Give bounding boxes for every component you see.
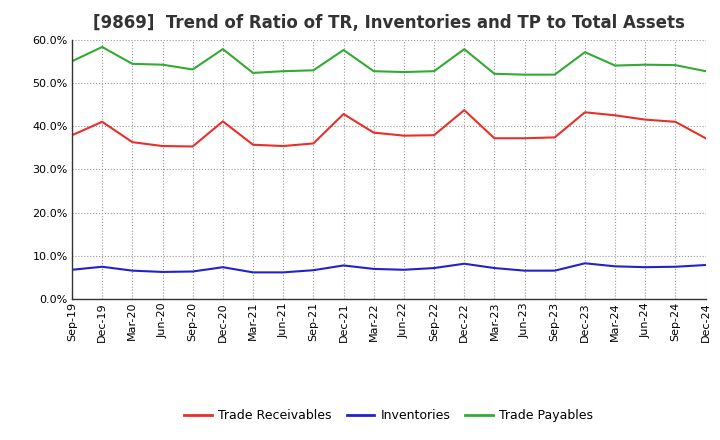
Inventories <box>641 264 649 270</box>
Trade Payables <box>490 71 499 77</box>
Trade Payables <box>219 47 228 52</box>
Trade Receivables <box>248 142 257 147</box>
Trade Payables <box>701 69 710 74</box>
Trade Payables <box>671 62 680 68</box>
Title: [9869]  Trend of Ratio of TR, Inventories and TP to Total Assets: [9869] Trend of Ratio of TR, Inventories… <box>93 15 685 33</box>
Trade Payables <box>339 48 348 53</box>
Inventories <box>128 268 137 273</box>
Trade Receivables <box>189 144 197 149</box>
Trade Payables <box>158 62 167 67</box>
Inventories <box>219 264 228 270</box>
Inventories <box>671 264 680 269</box>
Trade Receivables <box>68 132 76 138</box>
Inventories <box>309 268 318 273</box>
Trade Receivables <box>98 119 107 125</box>
Trade Payables <box>641 62 649 67</box>
Inventories <box>430 265 438 271</box>
Trade Payables <box>369 69 378 74</box>
Trade Payables <box>430 69 438 74</box>
Trade Receivables <box>580 110 589 115</box>
Inventories <box>580 260 589 266</box>
Trade Receivables <box>550 135 559 140</box>
Trade Receivables <box>671 119 680 125</box>
Trade Receivables <box>400 133 408 138</box>
Inventories <box>339 263 348 268</box>
Trade Receivables <box>611 113 619 118</box>
Trade Payables <box>460 47 469 52</box>
Trade Payables <box>580 50 589 55</box>
Trade Receivables <box>641 117 649 122</box>
Trade Payables <box>189 67 197 72</box>
Inventories <box>279 270 287 275</box>
Inventories <box>400 267 408 272</box>
Trade Payables <box>98 44 107 50</box>
Trade Receivables <box>158 143 167 149</box>
Trade Payables <box>550 72 559 77</box>
Trade Receivables <box>521 136 529 141</box>
Legend: Trade Receivables, Inventories, Trade Payables: Trade Receivables, Inventories, Trade Pa… <box>179 404 598 427</box>
Inventories <box>611 264 619 269</box>
Trade Payables <box>400 70 408 75</box>
Trade Payables <box>611 63 619 68</box>
Inventories <box>701 262 710 268</box>
Line: Trade Payables: Trade Payables <box>72 47 706 75</box>
Inventories <box>460 261 469 266</box>
Line: Inventories: Inventories <box>72 263 706 272</box>
Trade Payables <box>279 69 287 74</box>
Inventories <box>369 266 378 271</box>
Trade Payables <box>68 59 76 64</box>
Inventories <box>521 268 529 273</box>
Trade Receivables <box>219 119 228 124</box>
Inventories <box>248 270 257 275</box>
Trade Receivables <box>490 136 499 141</box>
Inventories <box>158 269 167 275</box>
Inventories <box>189 269 197 274</box>
Inventories <box>98 264 107 269</box>
Trade Receivables <box>309 141 318 146</box>
Trade Receivables <box>279 143 287 149</box>
Trade Receivables <box>128 139 137 145</box>
Trade Receivables <box>430 132 438 138</box>
Trade Payables <box>128 61 137 66</box>
Inventories <box>68 267 76 272</box>
Trade Payables <box>248 70 257 76</box>
Trade Receivables <box>369 130 378 135</box>
Line: Trade Receivables: Trade Receivables <box>72 110 706 147</box>
Trade Receivables <box>460 107 469 113</box>
Trade Receivables <box>339 111 348 117</box>
Inventories <box>490 265 499 271</box>
Inventories <box>550 268 559 273</box>
Trade Payables <box>309 68 318 73</box>
Trade Payables <box>521 72 529 77</box>
Trade Receivables <box>701 136 710 141</box>
